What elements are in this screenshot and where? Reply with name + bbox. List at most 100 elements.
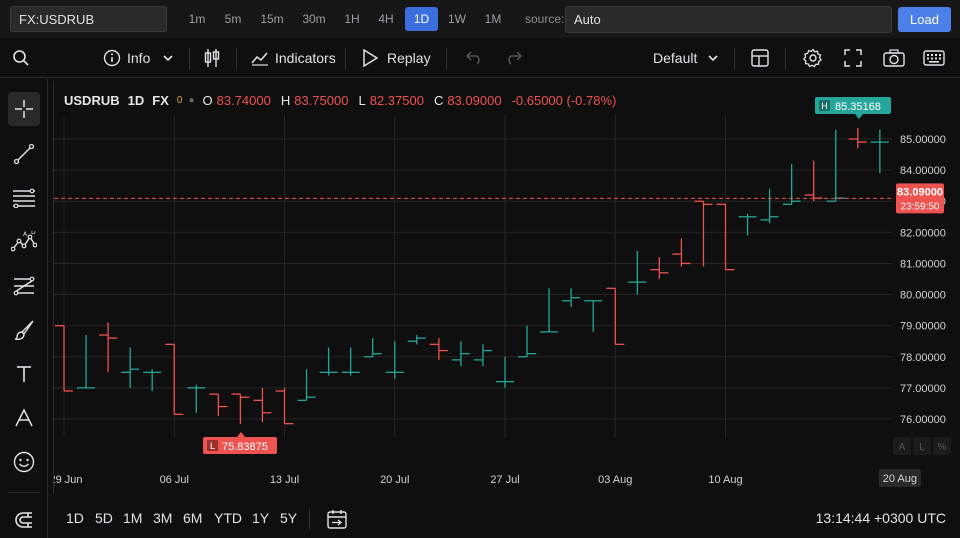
low-marker: L 75.83875 xyxy=(203,432,277,454)
keyboard-icon[interactable] xyxy=(923,38,945,78)
price-tick-label: 79.00000 xyxy=(900,321,946,333)
indicators-icon xyxy=(251,52,268,66)
symbol-input[interactable]: FX:USDRUB xyxy=(10,6,167,32)
chart-type-button[interactable] xyxy=(203,38,221,78)
time-tick-highlight-bg xyxy=(878,469,921,487)
timeframe-1m-button[interactable]: 1m xyxy=(188,12,206,26)
fib-retracement-icon[interactable] xyxy=(8,181,40,215)
time-tick-label: 03 Aug xyxy=(598,474,632,486)
redo-icon[interactable] xyxy=(504,38,524,78)
timeframe-4h-button[interactable]: 4H xyxy=(378,12,394,26)
info-icon xyxy=(103,49,121,67)
price-tick-label: 85.00000 xyxy=(900,134,946,146)
high-marker-bg xyxy=(815,97,891,114)
layout-select[interactable]: Default xyxy=(653,38,719,78)
legend-open-label: O xyxy=(202,93,213,108)
text-icon[interactable] xyxy=(8,357,40,391)
legend-zero: 0 xyxy=(176,95,183,106)
timeframe-5m-button[interactable]: 5m xyxy=(224,12,242,26)
legend-symbol: USDRUB xyxy=(64,93,120,108)
ohlc-bar xyxy=(694,200,713,267)
indicators-button[interactable]: Indicators xyxy=(251,38,336,78)
price-tick-label: 84.00000 xyxy=(900,165,946,177)
search-icon[interactable] xyxy=(12,38,30,78)
range-1y-button[interactable]: 1Y xyxy=(252,510,270,526)
ohlc-bar xyxy=(826,129,845,202)
brush-icon[interactable] xyxy=(8,313,40,347)
range-1m-button[interactable]: 1M xyxy=(123,510,143,526)
ohlc-bar xyxy=(143,369,162,391)
legend-status-dot: ● xyxy=(188,95,195,106)
load-button[interactable]: Load xyxy=(898,7,951,32)
ohlc-bar xyxy=(121,347,140,388)
clock: 13:14:44 +0300 UTC xyxy=(815,510,946,526)
timeframe-15m-button[interactable]: 15m xyxy=(260,12,284,26)
bottom-divider xyxy=(309,508,310,530)
timeframe-30m-button[interactable]: 30m xyxy=(302,12,326,26)
camera-icon[interactable] xyxy=(883,38,905,78)
top-bar: FX:USDRUB 1m 5m 15m 30m 1H 4H 1D 1W 1M s… xyxy=(0,0,960,38)
ohlc-bar xyxy=(187,384,206,413)
price-tick-label: 81.00000 xyxy=(900,258,946,270)
crosshair-icon[interactable] xyxy=(8,92,40,126)
chevron-down-icon xyxy=(708,55,718,62)
timeframe-1h-button[interactable]: 1H xyxy=(344,12,360,26)
countdown-value: 23:59:50 xyxy=(901,201,940,212)
ohlc-bar xyxy=(518,325,537,358)
toolbar-divider xyxy=(236,48,237,70)
source-input[interactable]: Auto xyxy=(565,6,892,33)
ohlc-bar xyxy=(209,393,228,416)
last-price-label-bg xyxy=(896,183,944,214)
low-marker-badge xyxy=(207,440,218,451)
time-tick-label: 06 Jul xyxy=(160,474,189,486)
ohlc-bar xyxy=(99,322,118,373)
time-tick-label: 20 Jul xyxy=(380,474,409,486)
calendar-icon[interactable] xyxy=(327,509,347,534)
chart-toolbar: Info Indicators Replay Default xyxy=(0,38,960,78)
candles-icon xyxy=(204,49,220,67)
ohlc-bar xyxy=(297,369,316,401)
toolbar-divider xyxy=(785,48,786,70)
range-5d-button[interactable]: 5D xyxy=(95,510,113,526)
replay-button[interactable]: Replay xyxy=(362,38,431,78)
high-marker-value: 85.35168 xyxy=(835,101,881,113)
undo-icon[interactable] xyxy=(464,38,484,78)
range-1d-button[interactable]: 1D xyxy=(66,510,84,526)
toolbar-divider xyxy=(446,48,447,70)
measure-icon[interactable] xyxy=(8,401,40,435)
legend-close-value: 83.09000 xyxy=(447,93,502,108)
range-ytd-button[interactable]: YTD xyxy=(214,510,242,526)
ohlc-bar xyxy=(275,387,294,425)
range-6m-button[interactable]: 6M xyxy=(183,510,203,526)
range-5y-button[interactable]: 5Y xyxy=(280,510,298,526)
fullscreen-icon[interactable] xyxy=(844,38,862,78)
timeframe-1w-button[interactable]: 1W xyxy=(448,12,466,26)
play-icon xyxy=(363,49,378,67)
time-tick-label: 27 Jul xyxy=(490,474,519,486)
chart-pane[interactable]: 76.00000 77.00000 78.00000 79.00000 80.00000… xyxy=(53,81,960,494)
ohlc-bar xyxy=(231,393,250,424)
ohlc-bar xyxy=(341,347,360,376)
projection-icon[interactable] xyxy=(8,269,40,303)
price-chart[interactable]: 76.00000 77.00000 78.00000 79.00000 80.00000… xyxy=(54,81,960,494)
settings-gear-icon[interactable] xyxy=(803,38,823,78)
info-button[interactable]: Info xyxy=(103,38,174,78)
svg-text:D: D xyxy=(31,231,36,236)
low-marker-letter: L xyxy=(210,441,215,451)
time-tick-highlight: 20 Aug xyxy=(878,469,921,487)
ohlc-bar xyxy=(319,347,338,376)
emoji-icon[interactable] xyxy=(8,445,40,479)
range-3m-button[interactable]: 3M xyxy=(153,510,173,526)
indicators-label: Indicators xyxy=(275,50,336,66)
ohlc-bar xyxy=(407,335,426,345)
magnet-icon[interactable] xyxy=(8,503,40,537)
timeframe-1mo-button[interactable]: 1M xyxy=(484,12,502,26)
layout-grid-icon[interactable] xyxy=(751,38,769,78)
timeframe-1d-button[interactable]: 1D xyxy=(405,7,438,31)
legend-open-value: 83.74000 xyxy=(216,93,271,108)
trend-line-icon[interactable] xyxy=(8,137,40,171)
ohlc-bar xyxy=(562,288,581,307)
legend-high-label: H xyxy=(280,93,291,108)
